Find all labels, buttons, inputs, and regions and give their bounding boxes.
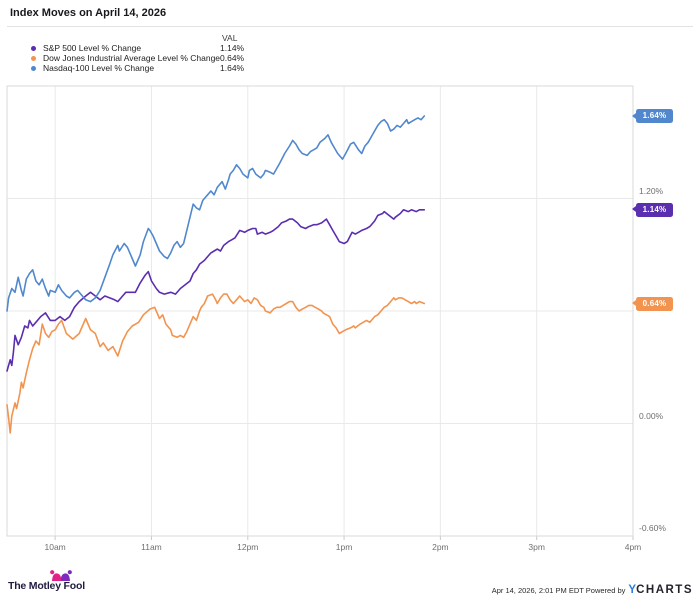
series-line: [6, 115, 426, 312]
ycharts-logo: YCHARTS: [628, 584, 693, 596]
badge-arrow: [632, 112, 636, 119]
legend-label: Dow Jones Industrial Average Level % Cha…: [43, 53, 221, 63]
legend-rows: S&P 500 Level % Change 1.14% Dow Jones Ind…: [0, 43, 400, 73]
x-axis-label: 3pm: [528, 542, 545, 552]
footer-timestamp: Apr 14, 2026, 2:01 PM EDT Powered by: [491, 586, 626, 595]
y-axis-label: 0.00%: [639, 410, 664, 421]
legend-label: Nasdaq-100 Level % Change: [43, 63, 155, 73]
motley-fool-wordmark: The Motley Fool: [8, 580, 85, 592]
legend-row: S&P 500 Level % Change 1.14%: [0, 43, 400, 53]
x-axis-label: 11am: [141, 542, 162, 552]
y-axis-label: -0.60%: [639, 523, 666, 533]
jester-cap-icon: [50, 570, 72, 581]
legend-row: Dow Jones Industrial Average Level % Cha…: [0, 53, 400, 63]
badge-arrow: [632, 206, 636, 213]
legend-val-header: VAL: [222, 33, 238, 43]
page-title: Index Moves on April 14, 2026: [10, 7, 167, 19]
motley-fool-logo: The Motley Fool: [8, 568, 188, 594]
x-axis-label: 2pm: [432, 542, 449, 552]
legend-value: 0.64%: [220, 53, 245, 63]
title-divider: [7, 26, 693, 27]
legend-dot-icon: [31, 45, 36, 51]
value-badge: 1.64%: [632, 109, 673, 123]
legend-value: 1.64%: [220, 63, 245, 73]
value-badge: 1.14%: [632, 202, 673, 217]
x-axis-label: 4pm: [624, 542, 642, 552]
value-badge: 0.64%: [632, 296, 673, 311]
footer-attribution: Apr 14, 2026, 2:01 PM EDT Powered by YCHA…: [492, 580, 693, 598]
legend-dot-icon: [31, 55, 36, 61]
legend-row: Nasdaq-100 Level % Change 1.64%: [0, 63, 400, 73]
badge-arrow: [632, 300, 636, 306]
y-axis-label: 1.20%: [639, 185, 664, 196]
legend-label: S&P 500 Level % Change: [43, 43, 142, 53]
x-axis-label: 10am: [44, 542, 66, 552]
series-line: [6, 293, 426, 434]
series-line: [6, 209, 426, 372]
ycharts-y-icon: Y: [628, 584, 637, 596]
x-axis-label: 12pm: [237, 542, 259, 552]
x-axis-label: 1pm: [335, 542, 353, 552]
legend-value: 1.14%: [220, 43, 245, 53]
legend-dot-icon: [31, 65, 36, 71]
